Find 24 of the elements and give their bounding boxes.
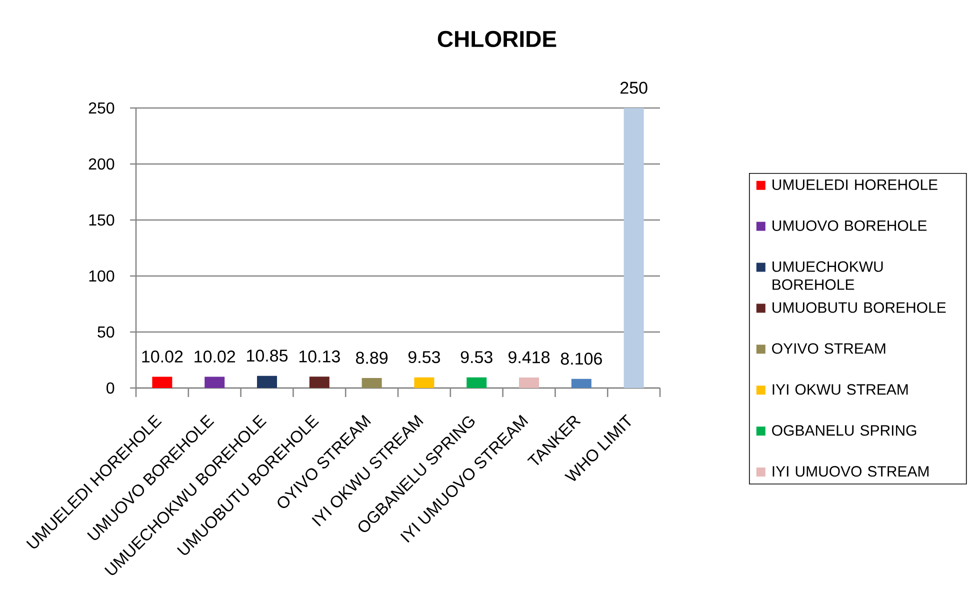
data-label: 8.89 <box>356 352 388 364</box>
legend-label: UMUOBUTU BOREHOLE <box>772 302 946 313</box>
chart-title: CHLORIDE <box>438 30 556 48</box>
y-tick-label: 50 <box>98 326 114 338</box>
legend-label: IYI OKWU STREAM <box>772 384 908 395</box>
y-tick-label: 250 <box>88 102 114 114</box>
data-label: 9.53 <box>408 351 440 364</box>
data-label: 9.53 <box>460 351 492 364</box>
legend-label: OGBANELU SPRING <box>772 425 916 436</box>
legend-label: UMUECHOKWU BOREHOLE <box>772 261 883 290</box>
data-label: 10.13 <box>299 350 340 362</box>
data-label: 9.418 <box>508 351 550 364</box>
legend-label: OYIVO STREAM <box>772 343 886 354</box>
legend-label: UMUOVO BOREHOLE <box>772 220 927 231</box>
data-label: 8.106 <box>560 352 602 365</box>
data-label: 10.02 <box>142 350 183 363</box>
data-label: 10.02 <box>194 350 236 363</box>
y-tick-label: 200 <box>88 158 114 170</box>
y-tick-label: 0 <box>106 382 114 394</box>
data-label: 10.85 <box>247 350 288 362</box>
legend-label: UMUELEDI HOREHOLE <box>772 179 938 190</box>
y-tick-label: 100 <box>89 270 114 282</box>
data-label: 250 <box>620 82 648 94</box>
y-tick-label: 150 <box>89 214 114 226</box>
